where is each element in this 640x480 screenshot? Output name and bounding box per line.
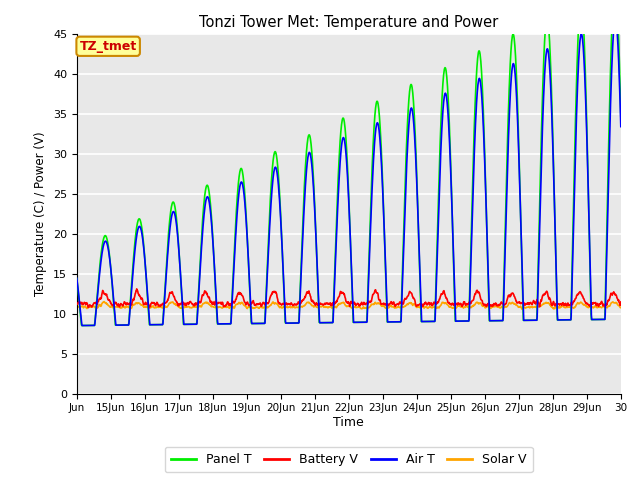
Panel T (335, 164, 342, 170)
X-axis label: Time: Time (333, 416, 364, 429)
Battery V (159, 302, 166, 308)
Air T (610, 23, 618, 28)
Air T (324, 320, 332, 325)
Legend: Panel T, Battery V, Air T, Solar V: Panel T, Battery V, Air T, Solar V (165, 447, 532, 472)
Battery V (133, 286, 141, 292)
Panel T (73, 276, 81, 281)
Solar V (100, 299, 108, 304)
Line: Panel T: Panel T (77, 0, 621, 325)
Line: Solar V: Solar V (77, 301, 621, 309)
Battery V (335, 294, 343, 300)
Battery V (611, 291, 618, 297)
Solar V (518, 306, 526, 312)
Panel T (477, 63, 485, 69)
Solar V (617, 305, 625, 311)
Panel T (324, 320, 332, 325)
Air T (335, 183, 342, 189)
Battery V (477, 297, 485, 303)
Text: TZ_tmet: TZ_tmet (79, 40, 137, 53)
Solar V (557, 304, 565, 310)
Battery V (73, 301, 81, 307)
Battery V (617, 299, 625, 305)
Y-axis label: Temperature (C) / Power (V): Temperature (C) / Power (V) (35, 132, 47, 296)
Battery V (84, 305, 92, 311)
Solar V (324, 304, 332, 310)
Panel T (557, 317, 564, 323)
Solar V (335, 301, 342, 307)
Air T (612, 16, 620, 22)
Air T (557, 317, 564, 323)
Solar V (611, 300, 618, 306)
Air T (617, 124, 625, 130)
Battery V (557, 301, 565, 307)
Panel T (617, 113, 625, 119)
Air T (73, 276, 81, 281)
Air T (78, 323, 86, 328)
Air T (477, 86, 485, 92)
Panel T (78, 323, 86, 328)
Solar V (158, 304, 166, 310)
Air T (158, 322, 166, 327)
Solar V (73, 304, 81, 310)
Line: Battery V: Battery V (77, 289, 621, 308)
Panel T (158, 322, 166, 327)
Title: Tonzi Tower Met: Temperature and Power: Tonzi Tower Met: Temperature and Power (199, 15, 499, 30)
Solar V (477, 301, 485, 307)
Line: Air T: Air T (77, 19, 621, 325)
Battery V (325, 301, 333, 307)
